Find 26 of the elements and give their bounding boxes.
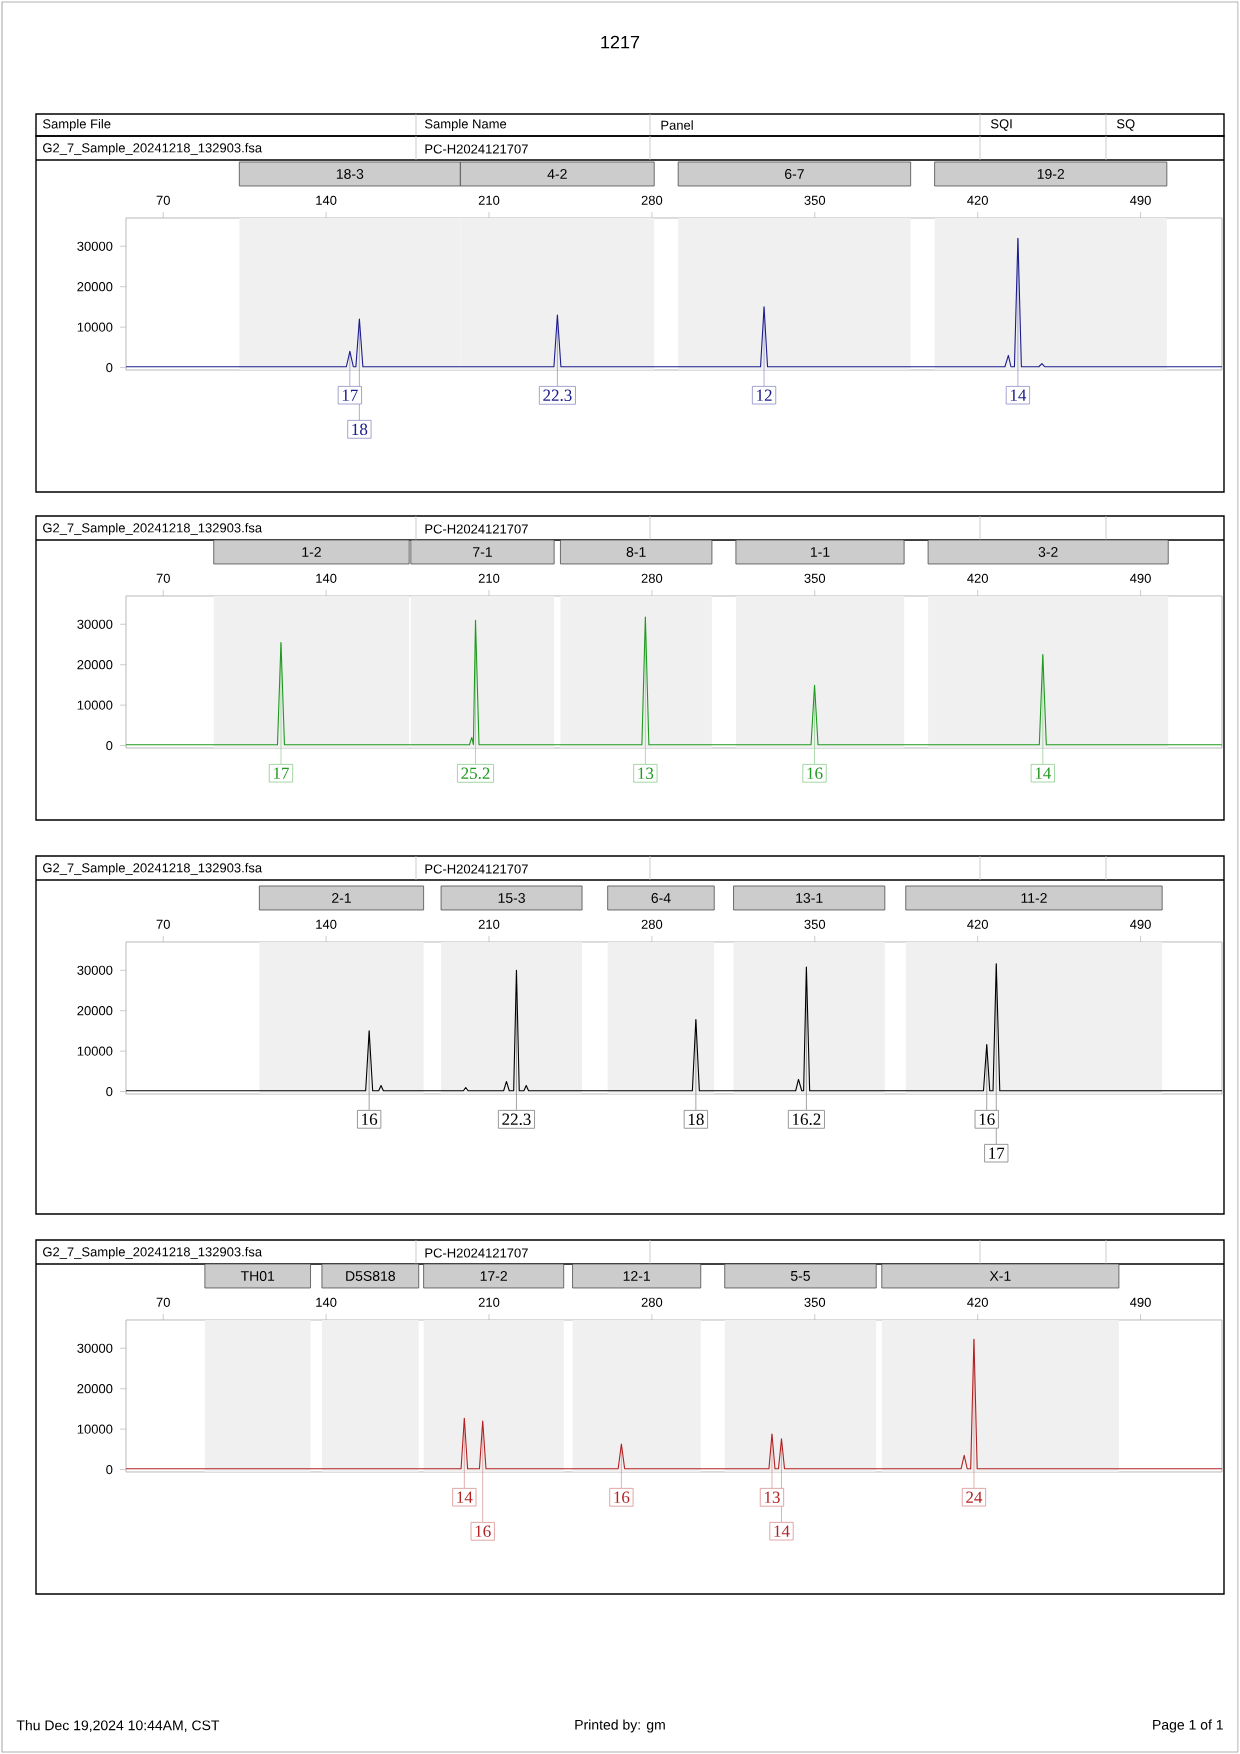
annotation: 14 <box>457 1491 473 1503</box>
annotation: 16.2 <box>793 1113 821 1126</box>
line-series <box>125 616 1223 746</box>
annotation: 17 <box>342 389 358 401</box>
annotation: 12 <box>757 389 772 401</box>
annotation: 14 <box>1010 389 1027 401</box>
annotation: 14 <box>774 1525 790 1537</box>
line-series <box>125 1338 1223 1470</box>
annotation: 22.3 <box>502 1113 531 1126</box>
annotation: 18 <box>352 423 368 436</box>
chart-title: 1217 <box>601 35 640 49</box>
line-series <box>125 237 1223 368</box>
annotation: 17 <box>989 1147 1005 1159</box>
annotation: 16 <box>475 1525 491 1537</box>
annotation: 18 <box>688 1113 704 1126</box>
annotation: 17 <box>273 767 289 779</box>
annotation: 22.3 <box>543 389 572 402</box>
annotation: 16 <box>979 1113 995 1125</box>
annotation: 13 <box>764 1491 780 1503</box>
annotation: 24 <box>966 1491 983 1503</box>
annotation: 14 <box>1035 767 1052 779</box>
annotation: 25.2 <box>461 767 490 780</box>
annotation: 16 <box>362 1113 378 1125</box>
annotation: 13 <box>638 767 654 779</box>
annotation: 16 <box>614 1491 630 1503</box>
annotation: 16 <box>807 767 823 779</box>
